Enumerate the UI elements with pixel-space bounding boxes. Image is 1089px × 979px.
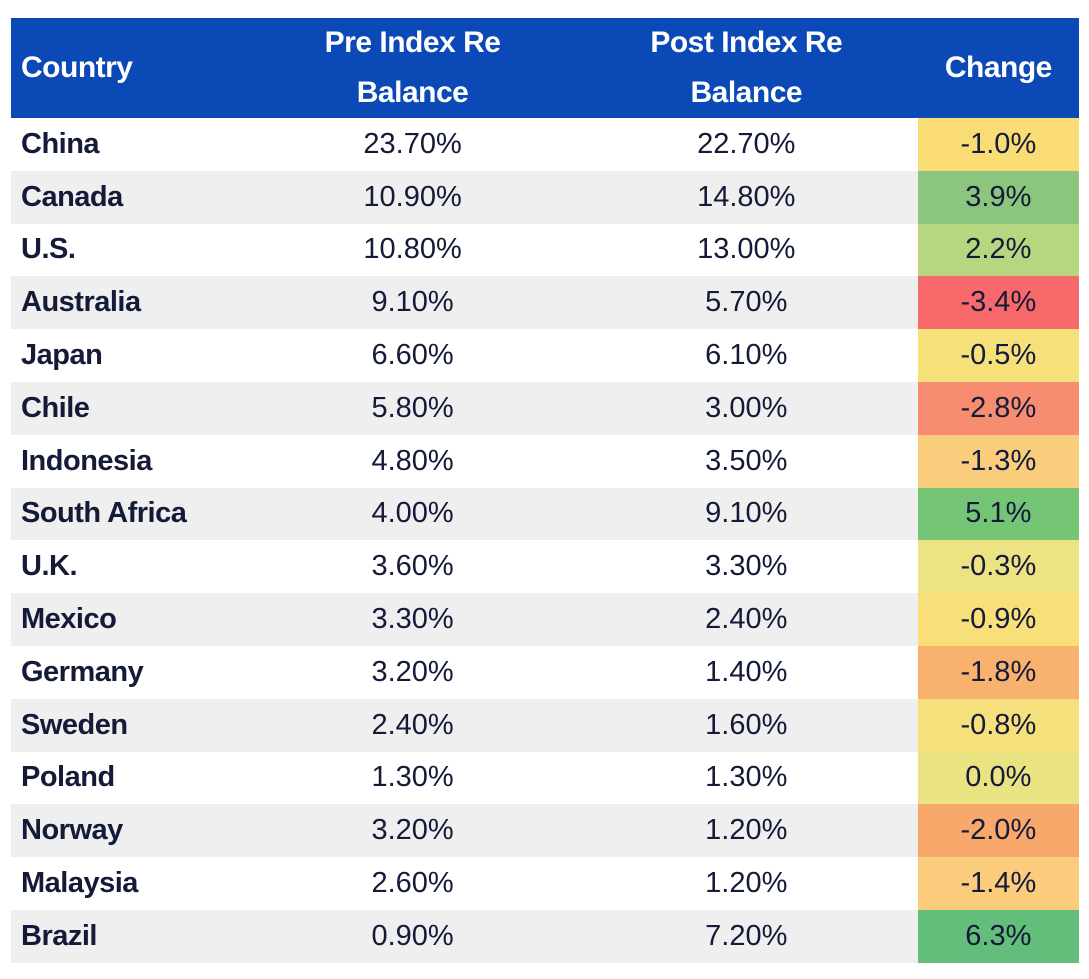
header-row: Country Pre Index Re Balance Post Index … xyxy=(11,18,1079,118)
column-header-change: Change xyxy=(917,18,1079,118)
table-row: Mexico 3.30% 2.40% -0.9% xyxy=(11,593,1079,646)
post-balance-cell: 22.70% xyxy=(574,118,918,171)
change-cell: -0.5% xyxy=(917,329,1079,382)
pre-balance-cell: 3.20% xyxy=(250,804,575,858)
country-cell: Chile xyxy=(11,381,251,435)
country-cell: China xyxy=(11,118,251,171)
post-balance-cell: 3.00% xyxy=(574,381,918,435)
post-balance-cell: 1.20% xyxy=(574,857,918,910)
country-cell: Poland xyxy=(11,751,251,805)
pre-balance-cell: 23.70% xyxy=(250,118,575,171)
rebalance-table: Country Pre Index Re Balance Post Index … xyxy=(11,18,1079,963)
change-cell: -0.3% xyxy=(917,540,1079,594)
post-balance-cell: 7.20% xyxy=(574,909,918,963)
table-header: Country Pre Index Re Balance Post Index … xyxy=(11,18,1079,118)
country-cell: Sweden xyxy=(11,698,251,752)
change-cell: -0.9% xyxy=(917,593,1079,646)
country-cell: Malaysia xyxy=(11,857,251,910)
post-balance-cell: 14.80% xyxy=(574,170,918,224)
post-balance-cell: 3.30% xyxy=(574,540,918,594)
table-row: Malaysia 2.60% 1.20% -1.4% xyxy=(11,857,1079,910)
pre-balance-cell: 0.90% xyxy=(250,909,575,963)
country-cell: South Africa xyxy=(11,487,251,541)
post-balance-cell: 1.60% xyxy=(574,698,918,752)
change-cell: -1.0% xyxy=(917,118,1079,171)
pre-balance-cell: 9.10% xyxy=(250,276,575,330)
pre-balance-cell: 2.40% xyxy=(250,698,575,752)
table-row: Germany 3.20% 1.40% -1.8% xyxy=(11,645,1079,699)
post-balance-cell: 1.30% xyxy=(574,751,918,805)
country-cell: Indonesia xyxy=(11,434,251,488)
table-row: Australia 9.10% 5.70% -3.4% xyxy=(11,276,1079,330)
post-balance-cell: 5.70% xyxy=(574,276,918,330)
post-balance-cell: 1.40% xyxy=(574,645,918,699)
pre-balance-cell: 5.80% xyxy=(250,381,575,435)
table-row: China 23.70% 22.70% -1.0% xyxy=(11,118,1079,171)
table-row: Brazil 0.90% 7.20% 6.3% xyxy=(11,909,1079,963)
change-cell: 2.2% xyxy=(917,223,1079,277)
country-cell: Canada xyxy=(11,170,251,224)
change-cell: -2.8% xyxy=(917,381,1079,435)
pre-balance-cell: 3.30% xyxy=(250,593,575,646)
change-cell: -3.4% xyxy=(917,276,1079,330)
table-row: South Africa 4.00% 9.10% 5.1% xyxy=(11,487,1079,541)
table-row: U.K. 3.60% 3.30% -0.3% xyxy=(11,540,1079,594)
change-cell: 0.0% xyxy=(917,751,1079,805)
pre-balance-cell: 4.80% xyxy=(250,434,575,488)
change-cell: -1.4% xyxy=(917,857,1079,910)
change-cell: -1.3% xyxy=(917,434,1079,488)
post-balance-cell: 6.10% xyxy=(574,329,918,382)
country-cell: Australia xyxy=(11,276,251,330)
table-row: U.S. 10.80% 13.00% 2.2% xyxy=(11,223,1079,277)
post-balance-cell: 9.10% xyxy=(574,487,918,541)
change-cell: -1.8% xyxy=(917,645,1079,699)
table-row: Sweden 2.40% 1.60% -0.8% xyxy=(11,698,1079,752)
rebalance-table-container: Country Pre Index Re Balance Post Index … xyxy=(11,18,1079,963)
country-cell: Norway xyxy=(11,804,251,858)
table-body: China 23.70% 22.70% -1.0% Canada 10.90% … xyxy=(11,118,1079,963)
change-cell: -0.8% xyxy=(917,698,1079,752)
pre-balance-cell: 3.20% xyxy=(250,645,575,699)
post-balance-cell: 2.40% xyxy=(574,593,918,646)
table-row: Norway 3.20% 1.20% -2.0% xyxy=(11,804,1079,858)
change-cell: 5.1% xyxy=(917,487,1079,541)
table-row: Chile 5.80% 3.00% -2.8% xyxy=(11,381,1079,435)
table-row: Indonesia 4.80% 3.50% -1.3% xyxy=(11,434,1079,488)
pre-balance-cell: 10.80% xyxy=(250,223,575,277)
table-row: Japan 6.60% 6.10% -0.5% xyxy=(11,329,1079,382)
change-cell: -2.0% xyxy=(917,804,1079,858)
post-balance-cell: 1.20% xyxy=(574,804,918,858)
table-row: Poland 1.30% 1.30% 0.0% xyxy=(11,751,1079,805)
pre-balance-cell: 6.60% xyxy=(250,329,575,382)
pre-balance-cell: 2.60% xyxy=(250,857,575,910)
column-header-post-index-rebalance: Post Index Re Balance xyxy=(574,18,918,118)
country-cell: Germany xyxy=(11,645,251,699)
pre-balance-cell: 10.90% xyxy=(250,170,575,224)
pre-balance-cell: 3.60% xyxy=(250,540,575,594)
country-cell: Brazil xyxy=(11,909,251,963)
column-header-country: Country xyxy=(11,18,251,118)
post-balance-cell: 3.50% xyxy=(574,434,918,488)
country-cell: U.S. xyxy=(11,223,251,277)
change-cell: 6.3% xyxy=(917,909,1079,963)
post-balance-cell: 13.00% xyxy=(574,223,918,277)
pre-balance-cell: 1.30% xyxy=(250,751,575,805)
country-cell: Mexico xyxy=(11,593,251,646)
pre-balance-cell: 4.00% xyxy=(250,487,575,541)
country-cell: U.K. xyxy=(11,540,251,594)
change-cell: 3.9% xyxy=(917,170,1079,224)
column-header-pre-index-rebalance: Pre Index Re Balance xyxy=(250,18,575,118)
table-row: Canada 10.90% 14.80% 3.9% xyxy=(11,170,1079,224)
country-cell: Japan xyxy=(11,329,251,382)
